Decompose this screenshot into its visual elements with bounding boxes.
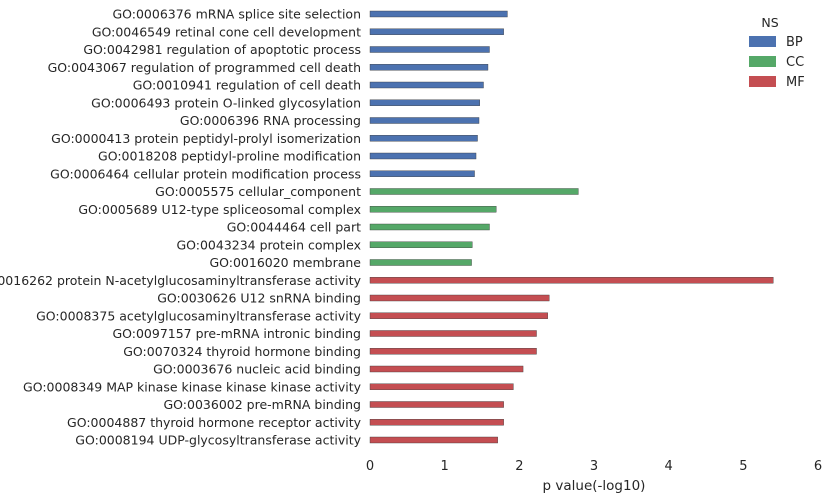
bar: [369, 188, 579, 195]
category-label: GO:0044464 cell part: [227, 220, 361, 235]
category-label: GO:0046549 retinal cone cell development: [92, 24, 361, 39]
legend: NS BP CC MF: [749, 15, 805, 90]
bars-layer: [369, 10, 774, 444]
bar: [369, 152, 477, 160]
category-label: GO:0003676 nucleic acid binding: [153, 362, 361, 377]
category-label: GO:0016262 protein N-acetylglucosaminylt…: [0, 273, 362, 288]
category-label: GO:0043234 protein complex: [176, 237, 361, 252]
bar: [369, 223, 490, 231]
bar: [369, 135, 478, 142]
legend-swatch: [749, 56, 776, 67]
x-tick-label: 2: [515, 459, 523, 474]
bar: [369, 330, 537, 337]
bar: [369, 419, 504, 426]
bar: [369, 117, 480, 124]
category-label: GO:0006464 cellular protein modification…: [50, 166, 361, 181]
bar: [369, 241, 473, 248]
category-label: GO:0016020 membrane: [209, 255, 361, 270]
category-label: GO:0042981 regulation of apoptotic proce…: [83, 42, 361, 57]
x-tick-label: 5: [739, 459, 747, 474]
x-tick-label: 4: [665, 459, 673, 474]
category-label: GO:0036002 pre-mRNA binding: [164, 397, 362, 412]
bar: [369, 206, 497, 213]
bar: [369, 170, 475, 177]
bar: [369, 365, 524, 373]
bar: [369, 10, 508, 18]
x-tick-label: 6: [814, 459, 822, 474]
x-tick-label: 1: [441, 459, 449, 474]
bar: [369, 46, 490, 53]
category-label: GO:0000413 protein peptidyl-prolyl isome…: [51, 131, 361, 146]
bar: [369, 294, 550, 302]
legend-label: MF: [786, 75, 805, 90]
bar: [369, 312, 548, 319]
bar: [369, 277, 774, 284]
legend-swatch: [749, 76, 776, 87]
category-label: GO:0004887 thyroid hormone receptor acti…: [67, 415, 362, 430]
category-label: GO:0010941 regulation of cell death: [133, 78, 361, 93]
legend-swatch: [749, 36, 776, 47]
bar: [369, 436, 498, 444]
category-label: GO:0005575 cellular_component: [155, 184, 361, 199]
category-label: GO:0030626 U12 snRNA binding: [157, 291, 361, 306]
bar: [369, 28, 504, 35]
legend-label: CC: [786, 55, 804, 70]
category-label: GO:0008375 acetylglucosaminyltransferase…: [36, 308, 361, 323]
bar: [369, 99, 480, 106]
category-label: GO:0070324 thyroid hormone binding: [123, 344, 361, 359]
legend-title: NS: [761, 15, 778, 30]
category-label: GO:0043067 regulation of programmed cell…: [48, 60, 361, 75]
bar: [369, 401, 504, 408]
category-label: GO:0008194 UDP-glycosyltransferase activ…: [75, 433, 361, 448]
bar: [369, 64, 489, 71]
category-label: GO:0005689 U12-type spliceosomal complex: [78, 202, 361, 217]
category-label: GO:0018208 peptidyl-proline modification: [98, 149, 361, 164]
legend-label: BP: [786, 35, 803, 50]
x-tick-label: 0: [366, 459, 374, 474]
category-label: GO:0008349 MAP kinase kinase kinase kina…: [23, 379, 362, 394]
category-label: GO:0097157 pre-mRNA intronic binding: [112, 326, 361, 341]
category-labels: GO:0006376 mRNA splice site selection GO:…: [0, 7, 362, 448]
bar: [369, 259, 472, 266]
x-axis-label: p value(-log10): [543, 478, 646, 494]
bar: [369, 383, 514, 390]
x-axis-ticks: 0 1 2 3 4 5 6: [366, 459, 822, 474]
category-label: GO:0006396 RNA processing: [180, 113, 361, 128]
x-tick-label: 3: [590, 459, 598, 474]
category-label: GO:0006376 mRNA splice site selection: [112, 7, 361, 22]
bar: [369, 81, 484, 89]
category-label: GO:0006493 protein O-linked glycosylatio…: [91, 95, 361, 110]
bar: [369, 348, 537, 355]
